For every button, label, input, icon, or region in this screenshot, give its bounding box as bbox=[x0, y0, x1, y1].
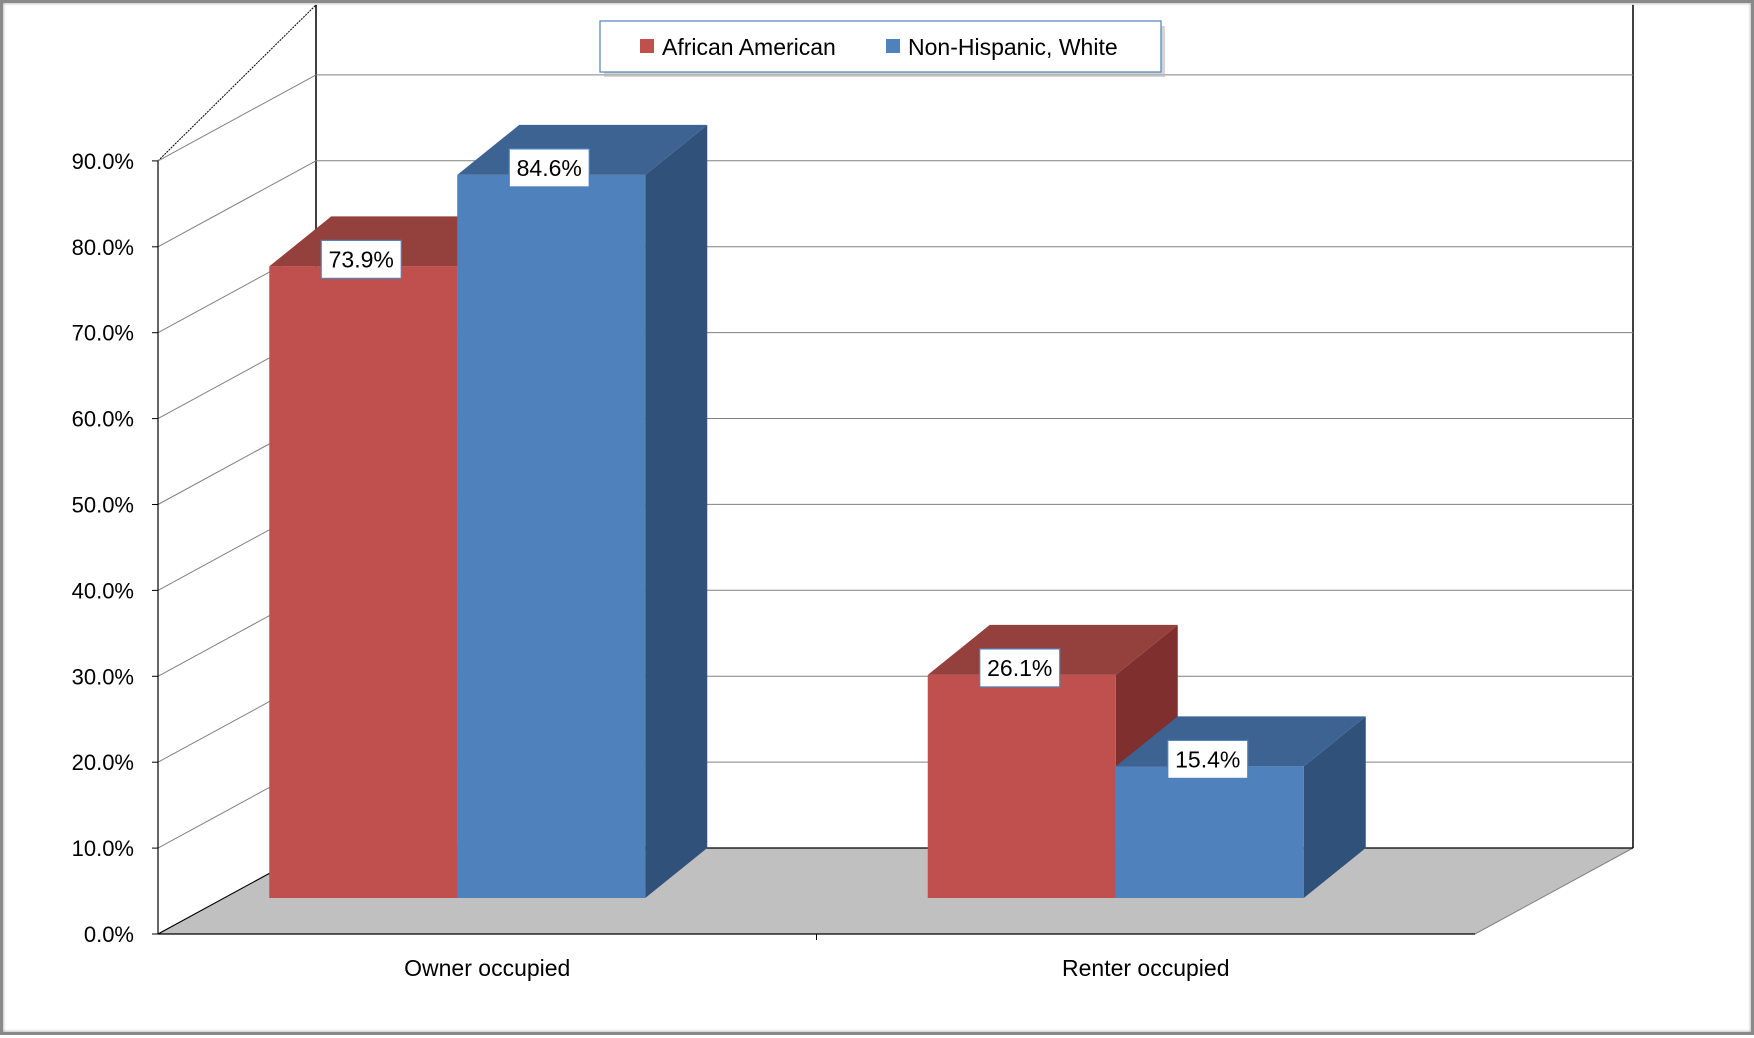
data-label: 73.9% bbox=[329, 246, 394, 272]
side-gridline bbox=[157, 160, 317, 248]
side-gridline bbox=[157, 74, 317, 162]
legend-box bbox=[599, 20, 1162, 73]
data-label-box bbox=[508, 148, 590, 188]
category-label: Owner occupied bbox=[404, 955, 570, 981]
side-wall-top-edge bbox=[157, 4, 317, 162]
data-label: 84.6% bbox=[517, 155, 582, 181]
y-tick-label: 90.0% bbox=[72, 149, 134, 174]
bar-side-non-hispanic-white bbox=[645, 124, 708, 899]
legend-swatch-african-american bbox=[640, 39, 654, 53]
y-tick-label: 20.0% bbox=[72, 750, 134, 775]
y-tick-label: 50.0% bbox=[72, 493, 134, 518]
y-tick-label: 10.0% bbox=[72, 836, 134, 861]
bar-non-hispanic-white bbox=[457, 174, 646, 899]
data-label: 15.4% bbox=[1175, 746, 1240, 772]
legend-label-african-american: African American bbox=[662, 34, 836, 60]
y-tick-label: 80.0% bbox=[72, 235, 134, 260]
data-label-box bbox=[979, 648, 1061, 688]
bar-side-non-hispanic-white bbox=[1303, 716, 1366, 898]
y-tick-label: 30.0% bbox=[72, 664, 134, 689]
y-tick-label: 0.0% bbox=[84, 922, 134, 947]
data-label-box bbox=[320, 239, 402, 279]
y-tick-label: 60.0% bbox=[72, 407, 134, 432]
legend-label-non-hispanic-white: Non-Hispanic, White bbox=[908, 34, 1118, 60]
category-label: Renter occupied bbox=[1062, 955, 1230, 981]
y-tick-label: 40.0% bbox=[72, 578, 134, 603]
data-label: 26.1% bbox=[987, 655, 1052, 681]
bar-non-hispanic-white bbox=[1115, 766, 1304, 898]
data-label-box bbox=[1167, 739, 1249, 779]
legend-swatch-non-hispanic-white bbox=[886, 39, 900, 53]
bar-african-american bbox=[269, 266, 458, 898]
y-tick-label: 70.0% bbox=[72, 321, 134, 346]
bar-african-american bbox=[927, 674, 1116, 898]
bar-chart: 0.0% 10.0% 20.0% 30.0% 40.0% 50.0% 60.0% 70.0% 8… bbox=[72, 4, 1634, 981]
